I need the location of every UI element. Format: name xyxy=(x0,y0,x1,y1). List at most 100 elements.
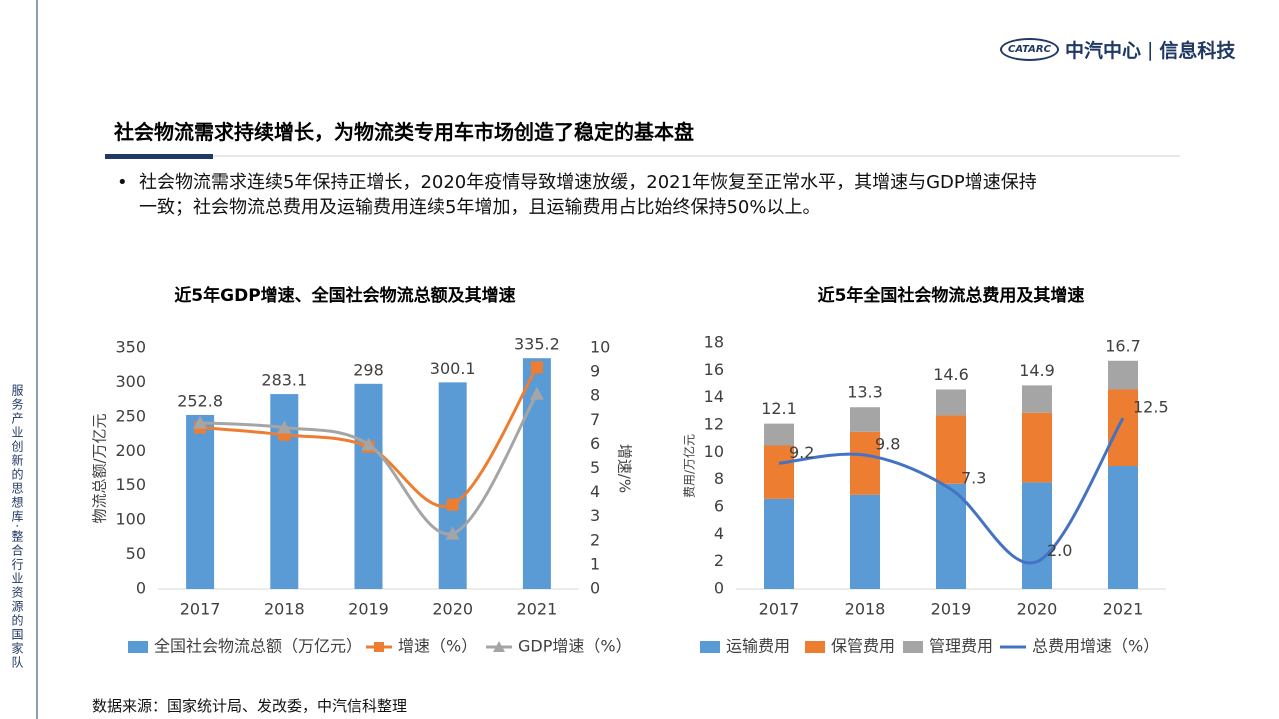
bar xyxy=(1022,412,1052,483)
value-label: 283.1 xyxy=(261,371,307,390)
value-label: 9.8 xyxy=(875,435,900,454)
y2-tick-label: 1 xyxy=(590,554,600,573)
y2-axis-label: 增速/% xyxy=(616,444,634,493)
bar xyxy=(936,415,966,484)
marker xyxy=(529,386,544,400)
chart-title: 近5年GDP增速、全国社会物流总额及其增速 xyxy=(174,285,515,306)
y2-tick-label: 2 xyxy=(590,530,600,549)
marker xyxy=(446,498,459,511)
y-axis-label: 物流总额/万亿元 xyxy=(91,413,109,523)
x-tick-label: 2021 xyxy=(517,600,558,619)
legend-label: 保管费用 xyxy=(831,637,895,656)
legend-label: 增速（%） xyxy=(398,637,477,656)
bullet: • 社会物流需求连续5年保持正增长，2020年疫情导致增速放缓，2021年恢复至… xyxy=(117,170,1037,218)
y-tick-label: 100 xyxy=(115,510,146,529)
logo-mark: CATARC xyxy=(1000,38,1059,61)
total-label: 13.3 xyxy=(847,383,883,402)
bar xyxy=(936,389,966,416)
bar xyxy=(764,498,794,589)
chart-title: 近5年全国社会物流总费用及其增速 xyxy=(818,285,1085,306)
bar xyxy=(1108,466,1138,589)
bar xyxy=(850,494,880,589)
y2-tick-label: 6 xyxy=(590,434,600,453)
y-tick-label: 4 xyxy=(714,524,724,543)
legend-label: GDP增速（%） xyxy=(518,637,632,656)
line xyxy=(200,393,539,536)
value-label: 335.2 xyxy=(514,335,560,354)
y2-tick-label: 5 xyxy=(590,458,600,477)
x-tick-label: 2018 xyxy=(264,600,305,619)
x-tick-label: 2017 xyxy=(180,600,221,619)
y-tick-label: 250 xyxy=(115,406,146,425)
bullet-line: 一致；社会物流总费用及运输费用连续5年增加，且运输费用占比始终保持50%以上。 xyxy=(139,197,821,218)
bar xyxy=(850,407,880,432)
value-label: 12.5 xyxy=(1133,398,1169,417)
total-label: 14.9 xyxy=(1019,361,1055,380)
y-tick-label: 16 xyxy=(704,360,724,379)
legend-label: 全国社会物流总额（万亿元） xyxy=(154,637,362,656)
logo-sep: | xyxy=(1146,38,1154,61)
y2-tick-label: 9 xyxy=(590,362,600,381)
value-label: 300.1 xyxy=(430,359,476,378)
legend-swatch xyxy=(128,641,148,653)
value-label: 7.3 xyxy=(961,469,986,488)
source: 数据来源：国家统计局、发改委，中汽信科整理 xyxy=(92,697,408,715)
total-label: 14.6 xyxy=(933,365,969,384)
value-label: 2.0 xyxy=(1047,541,1072,560)
x-tick-label: 2019 xyxy=(348,600,389,619)
y-tick-label: 8 xyxy=(714,469,724,488)
y2-tick-label: 10 xyxy=(590,338,610,357)
total-label: 12.1 xyxy=(761,399,797,418)
y-tick-label: 150 xyxy=(115,475,146,494)
legend-label: 运输费用 xyxy=(726,637,790,656)
bar xyxy=(1022,385,1052,413)
y2-tick-label: 0 xyxy=(590,579,600,598)
bar xyxy=(764,423,794,446)
bar xyxy=(1108,360,1138,390)
y-tick-label: 12 xyxy=(704,415,724,434)
legend-swatch xyxy=(493,641,505,652)
value-label: 9.2 xyxy=(789,443,814,462)
legend-label: 管理费用 xyxy=(929,637,993,656)
page-title: 社会物流需求持续增长，为物流类专用车市场创造了稳定的基本盘 xyxy=(114,120,694,144)
logo: CATARC 中汽中心 | 信息科技 xyxy=(1000,36,1235,63)
legend-swatch xyxy=(805,641,825,653)
value-label: 252.8 xyxy=(177,391,223,410)
y-tick-label: 200 xyxy=(115,441,146,460)
x-tick-label: 2018 xyxy=(845,600,886,619)
logo-org: 中汽中心 xyxy=(1064,40,1141,62)
x-tick-label: 2020 xyxy=(432,600,473,619)
legend-swatch xyxy=(903,641,923,653)
y-tick-label: 0 xyxy=(136,579,146,598)
marker xyxy=(193,415,208,429)
bar xyxy=(936,483,966,589)
marker xyxy=(445,526,460,540)
bar xyxy=(1022,482,1052,589)
y-tick-label: 350 xyxy=(115,338,146,357)
y-tick-label: 6 xyxy=(714,497,724,516)
marker xyxy=(361,437,376,451)
sidebar-text: 服务产业创新的思想库·整合行业资源的国家队 xyxy=(10,384,24,670)
y2-tick-label: 8 xyxy=(590,386,600,405)
y-tick-label: 2 xyxy=(714,551,724,570)
y-axis-label: 费用/万亿元 xyxy=(682,434,697,498)
bullet-line: 社会物流需求连续5年保持正增长，2020年疫情导致增速放缓，2021年恢复至正常… xyxy=(139,172,1037,193)
legend-swatch xyxy=(374,642,384,652)
y-tick-label: 50 xyxy=(126,544,146,563)
x-tick-label: 2021 xyxy=(1103,600,1144,619)
y2-tick-label: 7 xyxy=(590,410,600,429)
marker xyxy=(277,420,292,434)
bar xyxy=(354,383,383,589)
legend-swatch xyxy=(700,641,720,653)
y-tick-label: 18 xyxy=(704,333,724,352)
bar xyxy=(764,445,794,499)
bullet-symbol: • xyxy=(117,172,128,193)
line xyxy=(778,417,1125,565)
bar xyxy=(438,382,467,589)
y2-tick-label: 4 xyxy=(590,482,600,501)
value-label: 298 xyxy=(353,360,384,379)
bar xyxy=(186,414,215,589)
x-tick-label: 2017 xyxy=(759,600,800,619)
